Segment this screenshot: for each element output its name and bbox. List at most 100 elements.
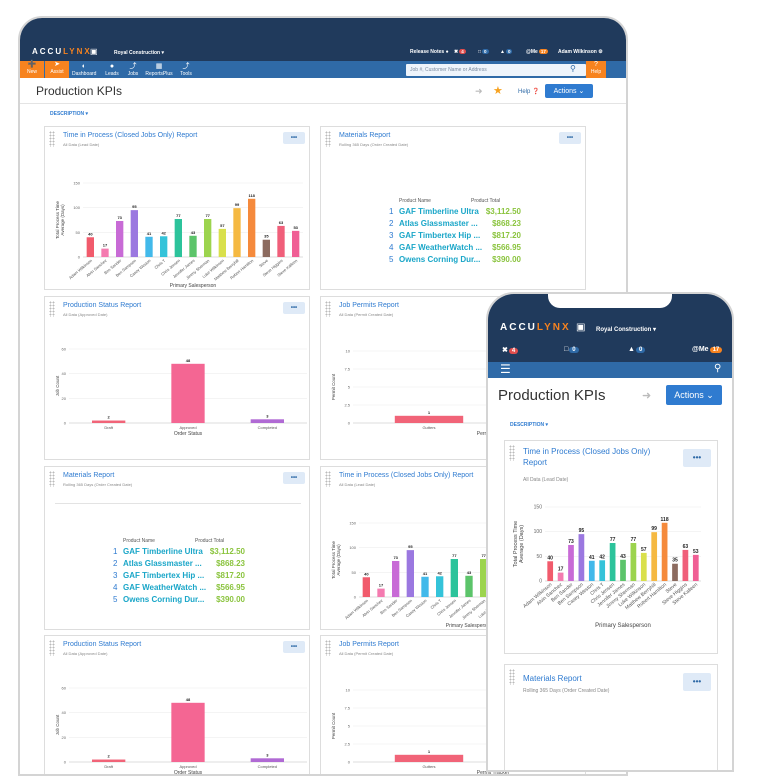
drag-handle-icon[interactable]: [325, 471, 331, 487]
drag-handle-icon[interactable]: [509, 445, 515, 461]
arrows-icon[interactable]: ➜: [475, 86, 483, 96]
bar-value-label: 41: [147, 231, 152, 236]
logo-text-b: LYNX: [536, 322, 571, 333]
drag-handle-icon[interactable]: [509, 669, 515, 685]
nav-reportsplus[interactable]: ▦ ReportsPlus: [144, 63, 174, 77]
drag-handle-icon[interactable]: [325, 131, 331, 147]
table-row[interactable]: 3 GAF Timbertex Hip ... $817.20: [113, 570, 245, 582]
search-input[interactable]: Job #, Customer Name or Address: [406, 64, 586, 76]
notifications-button[interactable]: ▲ 0: [500, 49, 513, 55]
more-options-button[interactable]: •••: [283, 641, 305, 653]
search-icon[interactable]: ⚲: [714, 363, 722, 374]
nav-leads[interactable]: ● Leads: [100, 63, 124, 77]
x-tick-label: Approved: [179, 425, 196, 430]
bar: [116, 220, 124, 257]
bar: [160, 236, 168, 257]
bar: [189, 235, 197, 257]
production-status-chart: 0 20 40 60 2 Draft 48 Approved 3 Completed Job Cou…: [55, 686, 307, 774]
more-options-button[interactable]: •••: [283, 132, 305, 144]
app-logo[interactable]: ACCULYNX: [32, 47, 92, 56]
description-toggle[interactable]: DESCRIPTION ▾: [510, 422, 549, 428]
user-name: Adam Wilkinson: [558, 49, 597, 55]
drag-handle-icon[interactable]: [325, 301, 331, 317]
widget-title[interactable]: Job Permits Report: [339, 302, 399, 309]
description-toggle[interactable]: DESCRIPTION ▾: [50, 111, 89, 117]
bar-value-label: 43: [191, 230, 196, 235]
drag-handle-icon[interactable]: [49, 640, 55, 656]
table-row[interactable]: 1 GAF Timberline Ultra $3,112.50: [389, 206, 521, 218]
search-icon[interactable]: ⚲: [570, 64, 576, 73]
nav-jobs[interactable]: ⤴ Jobs: [121, 63, 145, 77]
assist-button[interactable]: ➤ Assist: [45, 61, 69, 78]
table-row[interactable]: 1 GAF Timberline Ultra $3,112.50: [113, 546, 245, 558]
phone-notch: [548, 294, 672, 308]
y-tick-label: 60: [62, 347, 67, 352]
pinned-button[interactable]: ✖ 4: [502, 346, 519, 354]
drag-handle-icon[interactable]: [49, 301, 55, 317]
table-row[interactable]: 5 Owens Corning Dur... $390.00: [113, 594, 245, 606]
widget-title[interactable]: Job Permits Report: [339, 641, 399, 648]
table-row[interactable]: 2 Atlas Glassmaster ... $868.23: [113, 558, 245, 570]
favorite-star-icon[interactable]: ★: [493, 85, 503, 97]
table-row[interactable]: 3 GAF Timbertex Hip ... $817.20: [389, 230, 521, 242]
bar: [171, 363, 205, 423]
widget-title[interactable]: Materials Report: [63, 472, 115, 479]
bar-value-label: 17: [379, 583, 384, 588]
arrows-icon[interactable]: ➜: [642, 390, 652, 402]
messages-button[interactable]: □ 0: [564, 346, 579, 353]
table-row[interactable]: 4 GAF WeatherWatch ... $566.95: [389, 242, 521, 254]
hamburger-menu-icon[interactable]: ☰: [500, 362, 511, 376]
table-row[interactable]: 5 Owens Corning Dur... $390.00: [389, 254, 521, 266]
actions-button[interactable]: Actions ⌄: [666, 385, 722, 405]
more-options-button[interactable]: •••: [683, 673, 711, 691]
nav-tools[interactable]: ⤴ Tools: [174, 63, 198, 77]
nav-dashboard[interactable]: ◐ Dashboard: [72, 63, 96, 77]
app-logo[interactable]: ACCULYNX: [500, 322, 571, 333]
table-row[interactable]: 4 GAF WeatherWatch ... $566.95: [113, 582, 245, 594]
widget-title[interactable]: Time in Process (Closed Jobs Only) Repor…: [63, 132, 198, 139]
me-button[interactable]: @Me 17: [526, 49, 548, 55]
product-name: Atlas Glassmaster ...: [123, 559, 202, 568]
description-label: DESCRIPTION: [510, 422, 545, 428]
widget-title[interactable]: Production Status Report: [63, 641, 142, 648]
help-nav-button[interactable]: ? Help: [586, 61, 606, 78]
messages-button[interactable]: □ 0: [478, 49, 489, 55]
bar: [277, 225, 285, 257]
pinned-button[interactable]: ✖ 4: [454, 49, 466, 55]
widget-title[interactable]: Materials Report: [523, 674, 582, 683]
new-button[interactable]: ➕ New: [20, 61, 44, 78]
y-axis-title: Job Count: [55, 375, 60, 396]
page-title: Production KPIs: [498, 387, 606, 404]
widget-title[interactable]: Time in Process (Closed Jobs Only) Repor…: [339, 472, 474, 479]
bar: [406, 550, 414, 597]
widget-title[interactable]: Production Status Report: [63, 302, 142, 309]
drag-handle-icon[interactable]: [49, 131, 55, 147]
notifications-button[interactable]: ▲ 0: [628, 346, 646, 353]
table-row[interactable]: 2 Atlas Glassmaster ... $868.23: [389, 218, 521, 230]
time-in-process-widget: Time in Process (Closed Jobs Only) Repor…: [44, 126, 310, 290]
widget-title[interactable]: Materials Report: [339, 132, 391, 139]
widget-title[interactable]: Time in Process (Closed Jobs Only) Report: [523, 446, 673, 468]
materials-widget: Materials Report Rolling 365 Days (Order…: [320, 126, 586, 290]
company-selector[interactable]: Royal Construction ▾: [114, 50, 165, 56]
actions-button[interactable]: Actions ⌄: [545, 84, 593, 98]
me-button[interactable]: @Me 17: [692, 346, 723, 353]
bar: [250, 758, 284, 762]
product-name: Atlas Glassmaster ...: [399, 219, 478, 228]
product-total: $566.95: [216, 583, 245, 592]
more-options-button[interactable]: •••: [283, 472, 305, 484]
user-menu[interactable]: Adam Wilkinson ⚙: [558, 49, 603, 55]
y-tick-label: 150: [349, 521, 356, 526]
page-help-link[interactable]: Help ❓: [518, 88, 540, 95]
drag-handle-icon[interactable]: [49, 471, 55, 487]
more-options-button[interactable]: •••: [283, 302, 305, 314]
y-tick-label: 0: [348, 421, 351, 426]
more-options-button[interactable]: •••: [683, 449, 711, 467]
more-options-button[interactable]: •••: [559, 132, 581, 144]
y-axis-title: Average (Days): [60, 204, 65, 236]
release-notes-link[interactable]: Release Notes ●: [410, 49, 449, 55]
drag-handle-icon[interactable]: [325, 640, 331, 656]
company-selector[interactable]: Royal Construction ▾: [596, 327, 657, 333]
phone-frame: ACCULYNX ▣ Royal Construction ▾ ✖ 4 □ 0 ▲ 0…: [486, 292, 734, 772]
y-tick-label: 20: [62, 396, 67, 401]
